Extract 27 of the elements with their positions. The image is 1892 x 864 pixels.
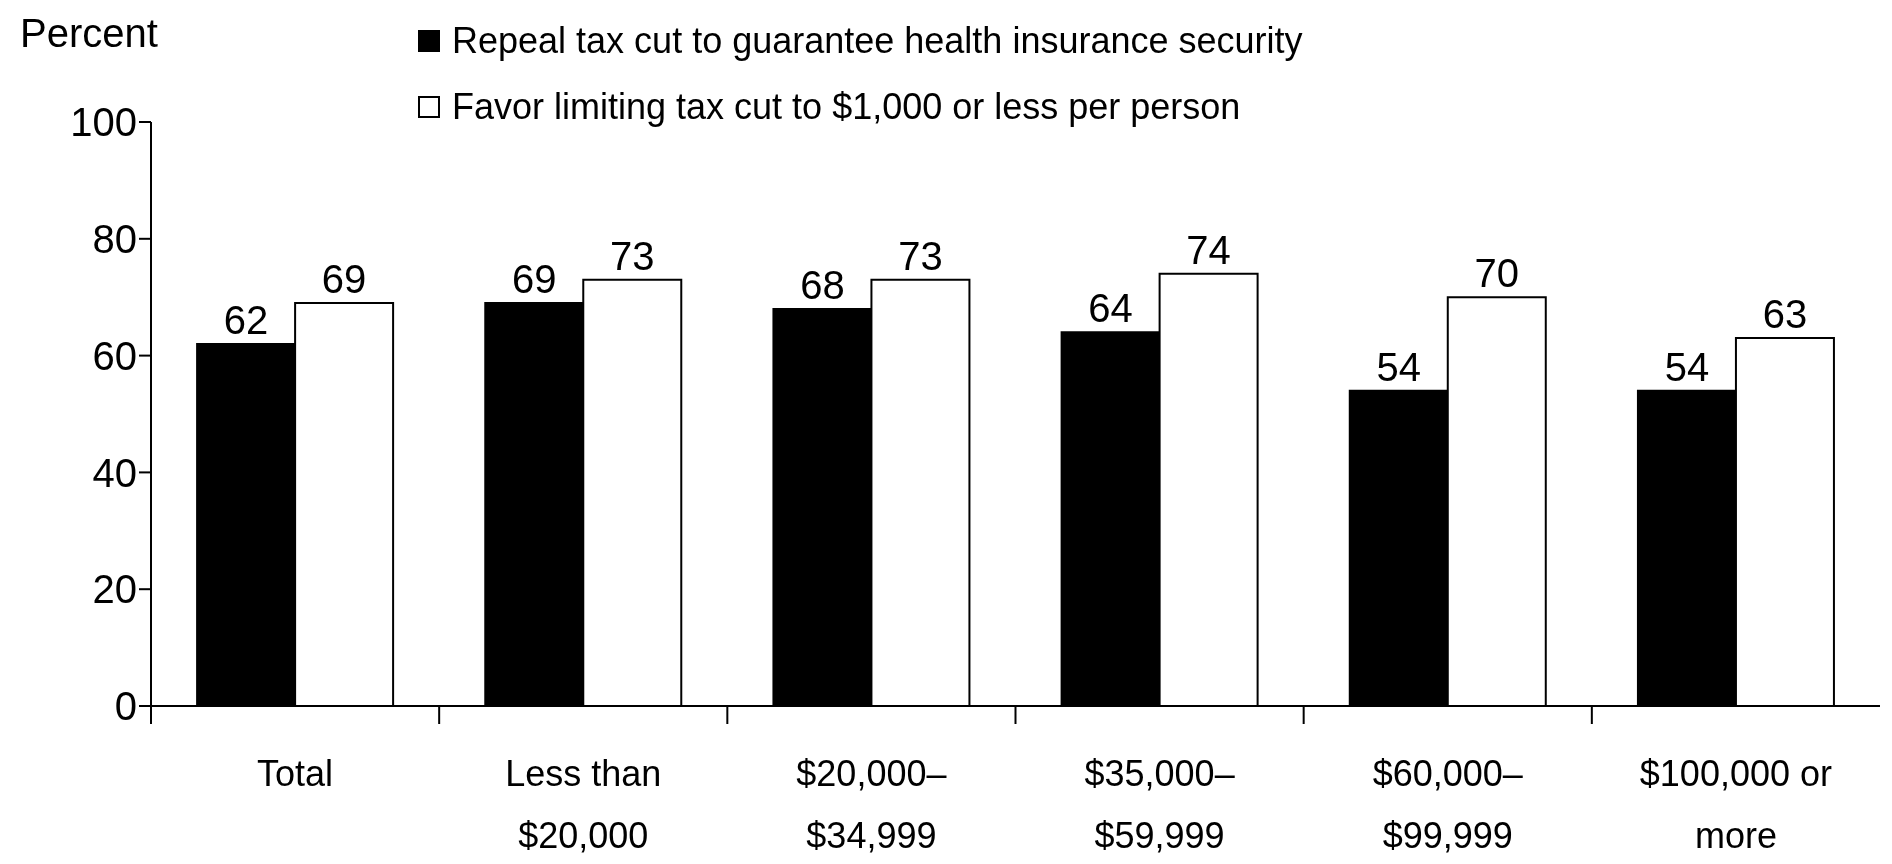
y-tick-label: 40 (92, 450, 137, 495)
data-label: 69 (512, 257, 557, 302)
data-label: 64 (1088, 286, 1133, 331)
data-label: 62 (223, 297, 269, 342)
x-tick-label: $60,000–$99,999 (1372, 753, 1523, 856)
y-tick-label: 0 (114, 684, 137, 729)
y-tick-label: 20 (92, 567, 137, 612)
legend-label: Repeal tax cut to guarantee health insurance security (452, 19, 1303, 63)
data-label: 69 (321, 257, 367, 302)
data-label: 54 (1376, 344, 1422, 389)
y-tick-label: 80 (92, 217, 137, 261)
data-label: 74 (1186, 227, 1231, 272)
data-label: 73 (610, 233, 655, 278)
data-label: 68 (800, 262, 845, 307)
data-label: 54 (1664, 344, 1710, 389)
x-tick-label: $100,000 or more (1639, 753, 1833, 856)
y-tick-label: 100 (70, 100, 137, 145)
data-label: 70 (1474, 251, 1520, 296)
x-tick-label: Less than $20,000 (505, 753, 662, 856)
x-tick-label: $35,000–$59,999 (1084, 753, 1235, 856)
legend-label: Favor limiting tax cut to $1,000 or less per person (452, 85, 1241, 129)
data-label: 63 (1762, 292, 1808, 337)
y-tick-label: 60 (92, 333, 137, 378)
data-label: 73 (898, 233, 943, 278)
x-tick-label: Total (257, 753, 334, 794)
x-tick-label: $20,000–$34,999 (796, 753, 947, 856)
y-axis-title: Percent (20, 10, 158, 57)
